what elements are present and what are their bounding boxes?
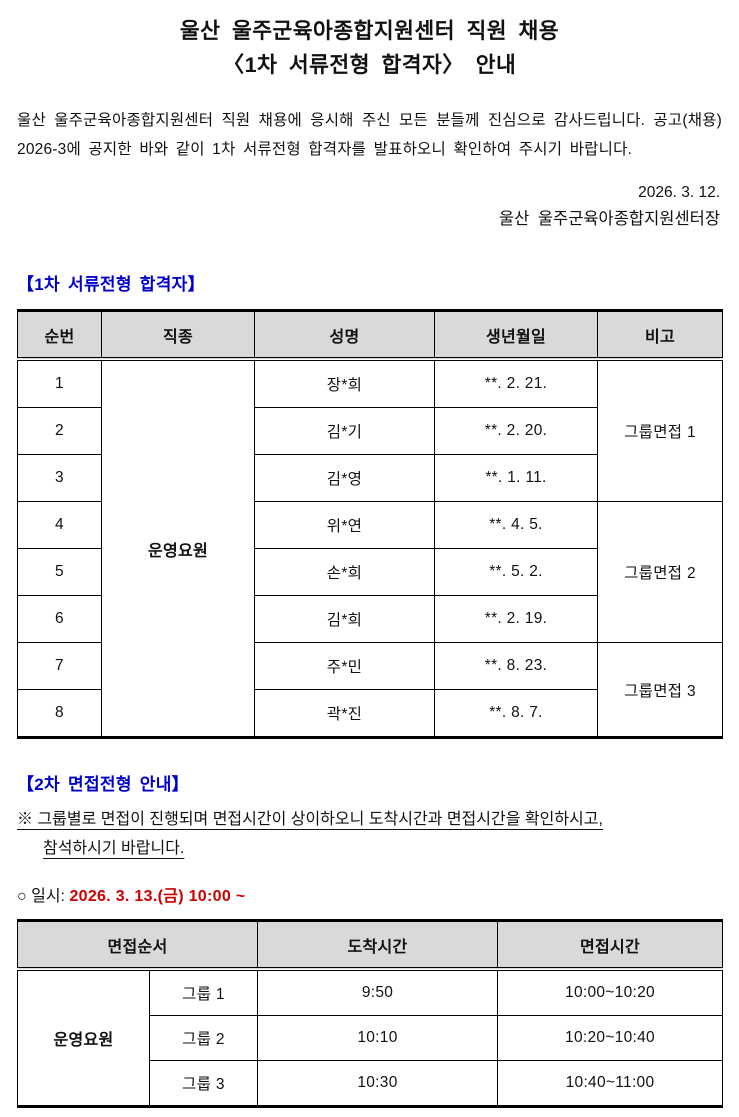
table-row: 3 김*영 **. 1. 11. — [17, 454, 723, 502]
interview-time-table: 면접순서 도착시간 면접시간 운영요원 그룹 1 9:50 10:00~10:2… — [17, 919, 723, 1108]
table-row: 5 손*희 **. 5. 2. — [17, 548, 723, 596]
note-line-1: ※ 그룹별로 면접이 진행되며 면접시간이 상이하오니 도착시간과 면접시간을 … — [17, 811, 603, 828]
rank-cell: 6 — [17, 595, 102, 643]
pass-table-header-row: 순번 직종 성명 생년월일 비고 — [17, 310, 723, 361]
group-cell: 그룹면접 1 — [597, 358, 723, 502]
rank-cell: 1 — [17, 358, 102, 408]
birth-cell: **. 2. 20. — [434, 407, 598, 455]
birth-cell: **. 4. 5. — [434, 501, 598, 549]
schedule-label: ○ 일시: — [17, 888, 70, 905]
column-header-rank: 순번 — [17, 310, 102, 361]
name-cell: 김*기 — [254, 407, 435, 455]
arrival-cell: 10:30 — [257, 1060, 498, 1107]
name-cell: 주*민 — [254, 642, 435, 690]
rank-cell: 3 — [17, 454, 102, 502]
signature-line: 울산 울주군육아종합지원센터장 — [498, 210, 720, 228]
time-table-header-row: 면접순서 도착시간 면접시간 — [17, 920, 723, 971]
section2-heading: 【2차 면접전형 안내】 — [17, 775, 189, 794]
name-cell: 손*희 — [254, 548, 435, 596]
column-header-job: 직종 — [101, 310, 255, 361]
table-row: 그룹 3 10:30 10:40~11:00 — [18, 1060, 723, 1107]
name-cell: 위*연 — [254, 501, 435, 549]
birth-cell: **. 1. 11. — [434, 454, 598, 502]
title-line-1: 울산 울주군육아종합지원센터 직원 채용 — [179, 19, 560, 43]
column-header-birth: 생년월일 — [434, 310, 598, 361]
birth-cell: **. 2. 19. — [434, 595, 598, 643]
column-header-order: 면접순서 — [17, 920, 258, 971]
interview-cell: 10:00~10:20 — [497, 968, 723, 1016]
rank-cell: 7 — [17, 642, 102, 690]
job-cell: 운영요원 — [101, 358, 255, 738]
name-cell: 김*영 — [254, 454, 435, 502]
rank-cell: 4 — [17, 501, 102, 549]
group-cell: 그룹 3 — [149, 1060, 258, 1107]
table-row: 운영요원 그룹 1 9:50 10:00~10:20 — [17, 968, 723, 1107]
title-line-2: 〈1차 서류전형 합격자〉 안내 — [222, 53, 517, 77]
birth-cell: **. 8. 7. — [434, 689, 598, 738]
arrival-cell: 9:50 — [257, 968, 498, 1016]
name-cell: 곽*진 — [254, 689, 435, 738]
group-cell: 그룹면접 2 — [597, 501, 723, 643]
interview-schedule-line: ○ 일시: 2026. 3. 13.(금) 10:00 ~ — [17, 884, 722, 910]
column-header-name: 성명 — [254, 310, 435, 361]
interview-cell: 10:20~10:40 — [497, 1015, 723, 1061]
table-row: 그룹 2 10:10 10:20~10:40 — [18, 1015, 723, 1061]
column-header-interview: 면접시간 — [497, 920, 723, 971]
birth-cell: **. 8. 23. — [434, 642, 598, 690]
interview-cell: 10:40~11:00 — [497, 1060, 723, 1107]
page-title: 울산 울주군육아종합지원센터 직원 채용 〈1차 서류전형 합격자〉 안내 — [17, 14, 722, 82]
interview-note: ※ 그룹별로 면접이 진행되며 면접시간이 상이하오니 도착시간과 면접시간을 … — [17, 805, 722, 863]
rank-cell: 8 — [17, 689, 102, 738]
arrival-cell: 10:10 — [257, 1015, 498, 1061]
pass-list-table: 순번 직종 성명 생년월일 비고 1 운영요원 장*희 **. 2. 21. 그… — [17, 309, 723, 739]
column-header-note: 비고 — [597, 310, 723, 361]
table-row: 2 김*기 **. 2. 20. — [17, 407, 723, 455]
birth-cell: **. 5. 2. — [434, 548, 598, 596]
table-row: 8 곽*진 **. 8. 7. — [17, 689, 723, 738]
document-date: 2026. 3. 12. — [638, 184, 720, 201]
rank-cell: 2 — [17, 407, 102, 455]
job-cell: 운영요원 — [17, 968, 150, 1107]
intro-paragraph: 울산 울주군육아종합지원센터 직원 채용에 응시해 주신 모든 분들께 진심으로… — [17, 112, 722, 158]
group-cell: 그룹 1 — [149, 968, 258, 1016]
name-cell: 김*희 — [254, 595, 435, 643]
schedule-datetime: 2026. 3. 13.(금) 10:00 ~ — [69, 888, 246, 905]
column-header-arrival: 도착시간 — [257, 920, 498, 971]
table-row: 1 운영요원 장*희 **. 2. 21. 그룹면접 1 — [17, 358, 723, 738]
section1-heading: 【1차 서류전형 합격자】 — [17, 275, 205, 294]
group-cell: 그룹면접 3 — [597, 642, 723, 738]
birth-cell: **. 2. 21. — [434, 358, 598, 408]
rank-cell: 5 — [17, 548, 102, 596]
note-line-2: 참석하시기 바랍니다. — [43, 840, 185, 857]
group-cell: 그룹 2 — [149, 1015, 258, 1061]
name-cell: 장*희 — [254, 358, 435, 408]
